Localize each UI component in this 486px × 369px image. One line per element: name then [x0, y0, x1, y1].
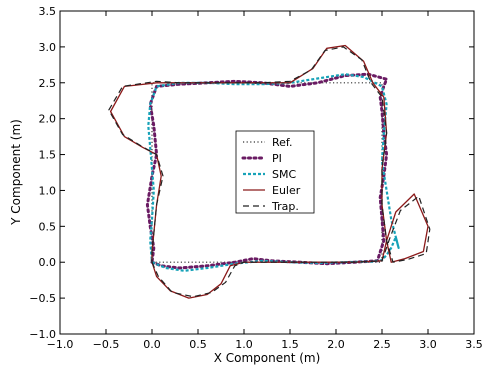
y-tick-label: 1.0 — [39, 184, 57, 197]
legend: Ref. PI SMC Euler Trap. — [235, 130, 315, 214]
x-tick-label: 3.5 — [465, 338, 483, 351]
series-line-trap — [108, 46, 431, 298]
y-tick-label: 3.5 — [39, 5, 57, 18]
series-layer — [108, 44, 431, 299]
y-tick-label: 0.0 — [39, 256, 57, 269]
x-tick-label: −1.0 — [47, 338, 74, 351]
y-tick-label: 2.0 — [39, 113, 57, 126]
y-tick-label: 1.5 — [39, 149, 57, 162]
x-tick-label: 2.0 — [327, 338, 345, 351]
y-tick-label: −1.0 — [29, 328, 56, 341]
y-axis-label: Y Component (m) — [9, 119, 23, 226]
series-line-ref — [151, 82, 383, 263]
tick-layer: −1.0 −0.5 0.0 0.5 1.0 1.5 2.0 2.5 3.0 3.5 −1.0 −0.5… — [29, 5, 482, 351]
x-tick-label: 1.5 — [281, 338, 299, 351]
x-tick-label: 1.0 — [235, 338, 253, 351]
legend-label: Ref. — [272, 136, 293, 149]
y-tick-label: 3.0 — [39, 41, 57, 54]
y-tick-label: −0.5 — [29, 292, 56, 305]
x-tick-label: −0.5 — [93, 338, 120, 351]
x-tick-label: 3.0 — [419, 338, 437, 351]
y-tick-label: 2.5 — [39, 77, 57, 90]
x-axis-label: X Component (m) — [214, 351, 321, 365]
legend-label: PI — [272, 152, 282, 165]
legend-box — [235, 130, 315, 214]
x-tick-label: 2.5 — [373, 338, 391, 351]
y-tick-label: 0.5 — [39, 220, 57, 233]
legend-label: SMC — [272, 168, 296, 181]
x-tick-label: 0.5 — [189, 338, 207, 351]
legend-label: Euler — [272, 184, 301, 197]
x-tick-label: 0.0 — [143, 338, 161, 351]
legend-label: Trap. — [271, 200, 299, 213]
